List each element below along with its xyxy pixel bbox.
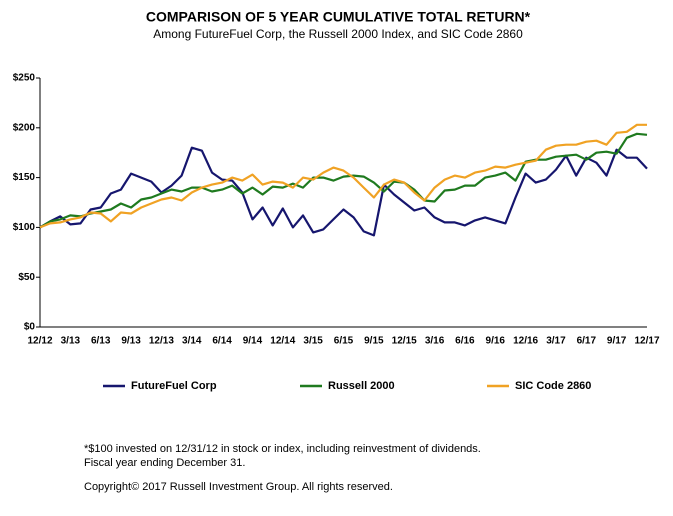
x-tick-label: 12/14 [270, 336, 295, 347]
x-tick-label: 6/17 [577, 336, 597, 347]
legend-label: SIC Code 2860 [515, 380, 591, 392]
x-tick-label: 9/16 [486, 336, 506, 347]
x-tick-label: 6/14 [212, 336, 232, 347]
x-tick-label: 9/14 [243, 336, 263, 347]
copyright: Copyright© 2017 Russell Investment Group… [84, 481, 393, 493]
x-tick-label: 12/17 [634, 336, 659, 347]
x-tick-label: 12/16 [513, 336, 538, 347]
series-line [39, 132, 648, 229]
y-tick-label: $100 [13, 222, 36, 233]
chart-subtitle: Among FutureFuel Corp, the Russell 2000 … [153, 27, 523, 41]
x-tick-label: 9/13 [121, 336, 141, 347]
footnote: Fiscal year ending December 31. [84, 457, 245, 469]
x-tick-label: 6/13 [91, 336, 111, 347]
y-tick-label: $150 [13, 172, 36, 183]
y-tick-label: $0 [24, 322, 36, 333]
x-tick-label: 12/15 [392, 336, 417, 347]
x-tick-label: 3/14 [182, 336, 202, 347]
x-tick-label: 6/15 [334, 336, 354, 347]
legend-label: Russell 2000 [328, 380, 395, 392]
x-tick-label: 3/16 [425, 336, 445, 347]
y-tick-label: $50 [18, 272, 35, 283]
footnote: *$100 invested on 12/31/12 in stock or i… [84, 443, 481, 455]
series-line [39, 123, 647, 229]
y-tick-label: $200 [13, 122, 36, 133]
x-tick-label: 3/15 [303, 336, 323, 347]
legend-label: FutureFuel Corp [131, 380, 217, 392]
chart-title: COMPARISON OF 5 YEAR CUMULATIVE TOTAL RE… [146, 9, 531, 25]
x-tick-label: 3/13 [61, 336, 81, 347]
x-tick-label: 3/17 [546, 336, 566, 347]
x-tick-label: 12/13 [149, 336, 174, 347]
x-tick-label: 9/17 [607, 336, 627, 347]
x-tick-label: 6/16 [455, 336, 475, 347]
x-tick-label: 9/15 [364, 336, 384, 347]
x-tick-label: 12/12 [27, 336, 52, 347]
y-tick-label: $250 [13, 73, 36, 84]
series-line [39, 146, 648, 237]
